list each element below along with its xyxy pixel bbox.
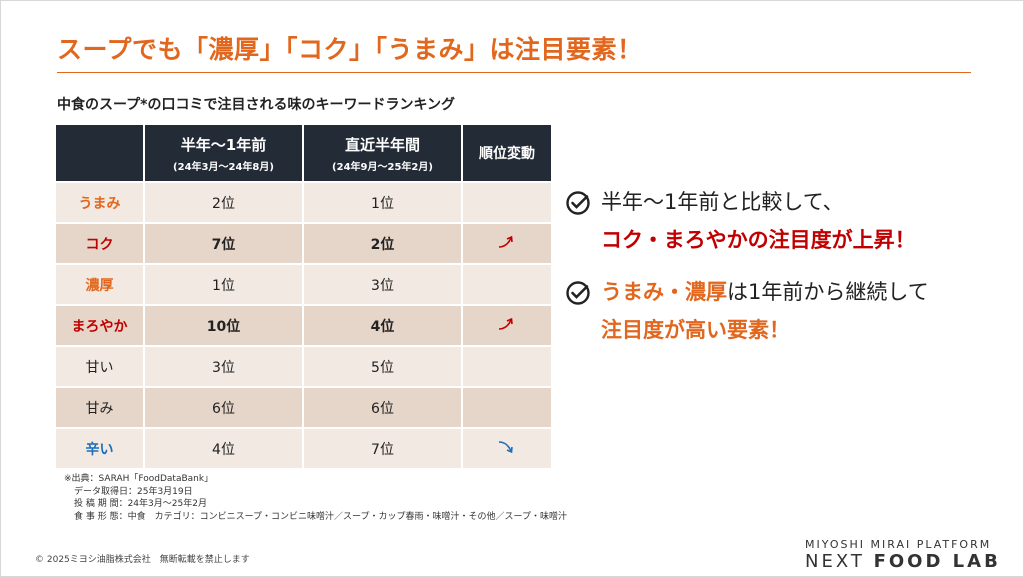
recent-rank-cell: 7位 <box>302 427 463 470</box>
change-cell <box>461 263 553 306</box>
brand-food-lab: FOOD LAB <box>873 551 1001 572</box>
table-row: うまみ 2位 1位 <box>54 181 553 224</box>
header-prev-period: 半年～1年前 (24年3月～24年8月) <box>143 123 304 183</box>
change-cell <box>461 386 553 429</box>
prev-rank-cell: 10位 <box>143 304 304 347</box>
arrow-down-icon <box>498 440 513 453</box>
recent-rank-cell: 2位 <box>302 222 463 265</box>
table-caption: 中食のスープ*の口コミで注目される味のキーワードランキング <box>57 97 456 113</box>
header-prev-label: 半年～1年前 <box>180 135 267 154</box>
recent-rank-cell: 3位 <box>302 263 463 306</box>
keyword-cell: 辛い <box>54 427 145 470</box>
change-cell <box>461 181 553 224</box>
keyword-cell: うまみ <box>54 181 145 224</box>
arrow-up-icon <box>498 235 513 248</box>
title-divider <box>57 72 971 73</box>
keyword-cell: まろやか <box>54 304 145 347</box>
source-line: データ取得日：25年3月19日 <box>74 486 193 497</box>
source-line: 食 事 形 態：中食 カテゴリ：コンビニスープ・コンビニ味噌汁／スープ・カップ春… <box>74 511 567 522</box>
change-cell <box>461 427 553 470</box>
keyword-cell: 甘い <box>54 345 145 388</box>
change-cell <box>461 345 553 388</box>
slide-title: スープでも「濃厚」「コク」「うまみ」は注目要素！ <box>57 35 643 64</box>
ranking-table: 半年～1年前 (24年3月～24年8月) 直近半年間 (24年9月～25年2月)… <box>54 123 553 470</box>
keyword-cell: 甘み <box>54 386 145 429</box>
check-circle-icon <box>566 191 590 215</box>
brand-next: NEXT <box>805 551 874 572</box>
table-row: 辛い 4位 7位 <box>54 427 553 470</box>
prev-rank-cell: 3位 <box>143 345 304 388</box>
header-recent-label: 直近半年間 <box>344 135 420 154</box>
prev-rank-cell: 1位 <box>143 263 304 306</box>
change-cell <box>461 304 553 347</box>
copyright-text: © 2025ミヨシ油脂株式会社 無断転載を禁止します <box>35 555 250 565</box>
key-point-2-line1: うまみ・濃厚は1年前から継続して <box>601 274 929 310</box>
keyword-cell: コク <box>54 222 145 265</box>
key-point-2-line2: 注目度が高い要素！ <box>601 318 790 342</box>
table-row: コク 7位 2位 <box>54 222 553 265</box>
key-point-2-highlight: うまみ・濃厚 <box>601 280 727 304</box>
recent-rank-cell: 6位 <box>302 386 463 429</box>
key-point-2-rest: は1年前から継続して <box>727 280 929 304</box>
header-blank <box>54 123 145 183</box>
check-circle-icon <box>566 281 590 305</box>
arrow-up-icon <box>498 317 513 330</box>
header-change: 順位変動 <box>461 123 553 183</box>
header-prev-range: (24年3月～24年8月) <box>173 161 274 173</box>
source-line: 投 稿 期 間：24年3月～25年2月 <box>74 499 207 509</box>
brand-logo-text: NEXT FOOD LAB <box>805 551 1001 572</box>
recent-rank-cell: 5位 <box>302 345 463 388</box>
header-recent-period: 直近半年間 (24年9月～25年2月) <box>302 123 463 183</box>
brand-platform-name: MIYOSHI MIRAI PLATFORM <box>805 538 992 551</box>
table-row: 甘い 3位 5位 <box>54 345 553 388</box>
key-point-1-line2: コク・まろやかの注目度が上昇！ <box>601 228 916 252</box>
table-row: 濃厚 1位 3位 <box>54 263 553 306</box>
recent-rank-cell: 1位 <box>302 181 463 224</box>
key-point-1-line1: 半年～1年前と比較して、 <box>601 190 844 214</box>
recent-rank-cell: 4位 <box>302 304 463 347</box>
table-header-row: 半年～1年前 (24年3月～24年8月) 直近半年間 (24年9月～25年2月)… <box>54 123 553 183</box>
header-recent-range: (24年9月～25年2月) <box>332 161 433 173</box>
prev-rank-cell: 6位 <box>143 386 304 429</box>
header-change-label: 順位変動 <box>479 146 535 162</box>
prev-rank-cell: 4位 <box>143 427 304 470</box>
source-note: ※出典：SARAH「FoodDataBank」 データ取得日：25年3月19日 … <box>64 473 567 523</box>
table-row: まろやか 10位 4位 <box>54 304 553 347</box>
change-cell <box>461 222 553 265</box>
keyword-cell: 濃厚 <box>54 263 145 306</box>
prev-rank-cell: 7位 <box>143 222 304 265</box>
source-line: ※出典：SARAH「FoodDataBank」 <box>64 474 214 484</box>
table-row: 甘み 6位 6位 <box>54 386 553 429</box>
prev-rank-cell: 2位 <box>143 181 304 224</box>
